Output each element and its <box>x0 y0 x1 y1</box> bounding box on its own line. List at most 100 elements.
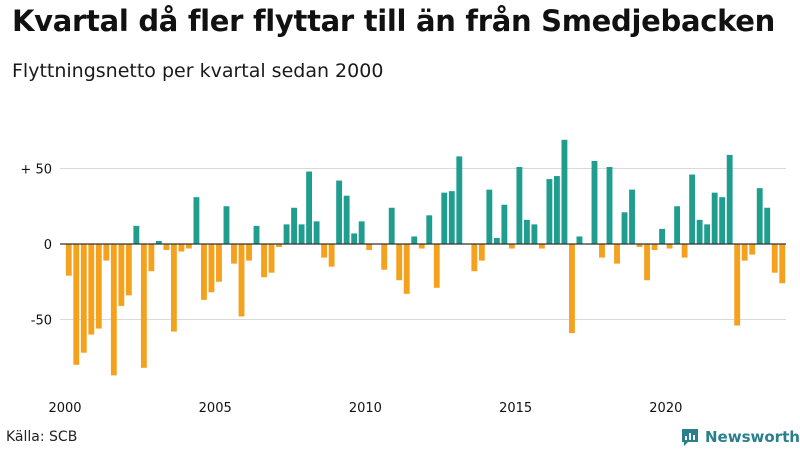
bar <box>674 206 681 244</box>
x-tick-label: 2015 <box>499 401 532 416</box>
x-axis-labels: 2000 2005 2010 2015 2020 <box>48 401 682 416</box>
bar <box>343 195 350 244</box>
bar <box>666 244 673 249</box>
bar <box>591 160 598 244</box>
bar <box>779 244 786 284</box>
bar <box>246 244 252 261</box>
bar <box>569 244 575 334</box>
y-tick-label: + 50 <box>20 163 52 178</box>
bar <box>358 221 365 244</box>
bar <box>546 179 553 244</box>
bar <box>433 244 440 288</box>
bar <box>771 244 778 273</box>
bar <box>493 237 500 244</box>
bar <box>741 244 748 261</box>
bar <box>516 166 523 244</box>
bar <box>65 244 72 276</box>
bar <box>110 244 117 376</box>
bar <box>749 244 756 255</box>
bar <box>216 244 222 282</box>
bar <box>756 188 763 244</box>
bar <box>554 176 560 244</box>
bar <box>651 244 658 251</box>
bar <box>501 204 508 244</box>
bar <box>418 244 425 249</box>
x-tick-label: 2000 <box>48 401 81 416</box>
chart-title: Kvartal då fler flyttar till än från Sme… <box>12 4 776 38</box>
bar <box>163 244 170 251</box>
brand-logo[interactable]: Newsworthy <box>680 427 800 447</box>
bar <box>426 215 433 244</box>
x-tick-label: 2020 <box>649 401 682 416</box>
bar <box>201 244 207 300</box>
bar-chart: + 50 0 -50 2000 2005 2010 2015 2020 <box>20 139 786 416</box>
newsworthy-logo-icon <box>682 429 698 446</box>
bar <box>231 244 237 264</box>
bar <box>170 244 177 332</box>
bar <box>336 180 343 244</box>
bar <box>599 244 605 258</box>
bar <box>223 206 230 244</box>
bar <box>403 244 410 294</box>
brand-name: Newsworthy <box>705 428 800 446</box>
bar <box>328 244 335 267</box>
bar <box>689 174 696 244</box>
bar <box>351 233 358 244</box>
bar <box>73 244 80 365</box>
y-tick-label: 0 <box>44 238 52 253</box>
bar <box>614 244 620 264</box>
x-tick-label: 2010 <box>349 401 382 416</box>
bar <box>148 244 155 272</box>
y-axis-labels: + 50 0 -50 <box>20 163 52 329</box>
bar <box>538 244 545 249</box>
bar <box>659 228 666 244</box>
bar <box>388 207 395 244</box>
bar <box>711 192 718 244</box>
bar <box>606 166 613 244</box>
bar <box>155 240 162 244</box>
bar <box>95 244 102 329</box>
bar <box>508 244 515 249</box>
bar <box>88 244 95 335</box>
bar <box>644 244 650 281</box>
bar <box>193 197 200 244</box>
bar <box>621 212 628 244</box>
bar <box>208 244 215 293</box>
bar <box>291 207 297 244</box>
bar <box>118 244 125 306</box>
bar <box>178 244 185 252</box>
bar <box>253 225 260 244</box>
bar <box>261 244 267 278</box>
bars <box>65 139 786 376</box>
y-tick-label: -50 <box>31 314 52 329</box>
bar <box>629 189 635 244</box>
bar <box>276 244 282 248</box>
x-tick-label: 2005 <box>199 401 232 416</box>
bar <box>726 154 733 244</box>
bar <box>185 244 192 249</box>
bar <box>441 192 448 244</box>
bar <box>523 219 530 244</box>
bar <box>313 221 320 244</box>
bar <box>283 224 290 244</box>
bar <box>80 244 87 353</box>
bar <box>471 244 478 272</box>
bar <box>381 244 388 270</box>
bar <box>396 244 403 281</box>
chart-subtitle: Flyttningsnetto per kvartal sedan 2000 <box>12 60 384 82</box>
bar <box>411 236 418 244</box>
bar <box>125 244 132 296</box>
bar <box>561 139 568 244</box>
gridlines <box>60 168 786 320</box>
bar <box>696 219 703 244</box>
bar <box>636 244 643 248</box>
source-note: Källa: SCB <box>6 429 78 445</box>
bar <box>238 244 245 317</box>
bar <box>576 236 583 244</box>
bar <box>734 244 741 326</box>
bar <box>704 224 711 244</box>
bar <box>321 244 328 258</box>
bar <box>366 244 373 251</box>
bar <box>681 244 688 258</box>
bar <box>719 197 726 244</box>
